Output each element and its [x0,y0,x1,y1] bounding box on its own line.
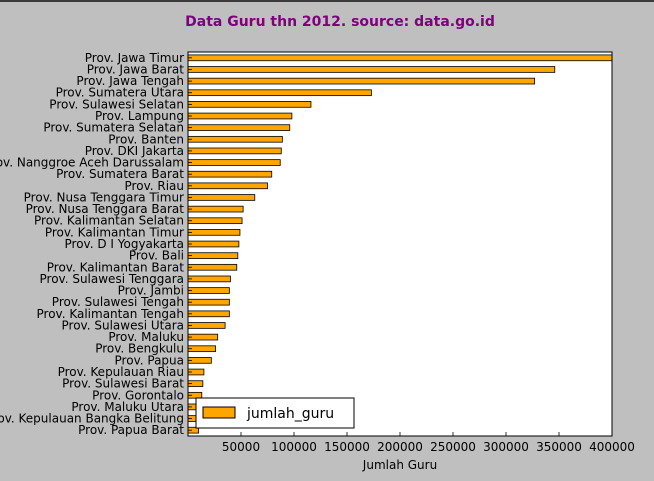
category-label: Prov. Sulawesi Utara [62,318,184,332]
bar [187,322,226,329]
legend: jumlah_guru [195,397,355,429]
category-label: Prov. Kalimantan Selatan [34,214,184,228]
category-label: Prov. Gorontalo [92,388,184,402]
bar [187,101,312,108]
bar [187,170,273,178]
category-label: Prov. Sulawesi Barat [62,377,184,391]
bar [187,252,239,259]
bar [187,240,240,248]
bar [187,217,243,225]
bar [187,275,231,283]
category-label: Prov. Kepulauan Bangka Belitung [0,412,184,426]
category-label: Prov. Jawa Tengah [76,74,184,88]
category-label: Prov. Sulawesi Tengah [52,295,184,309]
bar [187,345,216,353]
category-label: Prov. Jawa Barat [87,62,185,76]
bar [187,229,241,236]
x-tick-label: 50000 [222,440,260,454]
bar [187,182,268,190]
category-label: Prov. Maluku [108,330,184,344]
category-label: Prov. Sulawesi Tenggara [40,272,185,286]
category-label: Prov. Papua [115,353,184,367]
bar [187,147,282,155]
x-axis-label: Jumlah Guru [362,458,437,472]
category-label: Prov. Bali [129,249,184,263]
category-label: Prov. Nanggroe Aceh Darussalam [0,156,184,170]
category-label: Prov. Banten [108,132,184,146]
chart-title: Data Guru thn 2012. source: data.go.id [185,14,495,30]
bar [187,298,230,306]
bar [187,54,613,62]
category-label: Prov. Sumatera Selatan [43,121,184,135]
x-tick-label: 200000 [377,440,423,454]
x-tick-label: 300000 [483,440,529,454]
category-label: Prov. Sulawesi Selatan [49,97,184,111]
bar [187,77,536,85]
legend-label: jumlah_guru [246,406,334,422]
category-label: Prov. Kalimantan Barat [47,260,185,274]
bar [187,159,281,166]
category-label: Prov. Jawa Timur [85,51,184,65]
category-label: Prov. Nusa Tenggara Barat [26,202,185,216]
category-label: Prov. Riau [125,179,184,193]
bar [187,112,293,120]
category-label: Prov. Papua Barat [78,423,184,437]
category-label: Prov. Kepulauan Riau [58,365,184,379]
category-label: Prov. DKI Jakarta [85,144,184,158]
bar [187,205,244,213]
bar [187,310,230,318]
bar [187,263,238,271]
category-label: Prov. Sumatera Barat [56,167,184,181]
category-label: Prov. Jambi [118,284,184,298]
category-label: Prov. Kalimantan Timur [45,225,184,239]
category-label: Prov. Maluku Utara [71,400,184,414]
x-tick-label: 250000 [430,440,476,454]
plot-area [187,51,613,437]
x-ticks: 50000 100000 150000 200000 250000 300000 35000… [222,432,635,454]
legend-swatch [202,406,236,419]
bar [187,135,283,143]
bars [187,51,613,437]
category-label: Prov. Bengkulu [95,342,184,356]
x-tick-label: 150000 [324,440,370,454]
category-label: Prov. D I Yogyakarta [65,237,184,251]
bar [187,124,291,131]
bar [187,333,219,341]
bar [187,89,372,97]
bar [187,66,556,73]
category-label: Prov. Lampung [95,109,184,123]
bar [187,287,230,294]
x-tick-label: 350000 [536,440,582,454]
x-tick-label: 100000 [271,440,317,454]
category-label: Prov. Sumatera Utara [56,86,184,100]
category-label: Prov. Kalimantan Tengah [37,307,185,321]
bar [187,194,256,201]
category-label: Prov. Nusa Tenggara Timur [24,190,184,204]
x-tick-label: 400000 [589,440,635,454]
